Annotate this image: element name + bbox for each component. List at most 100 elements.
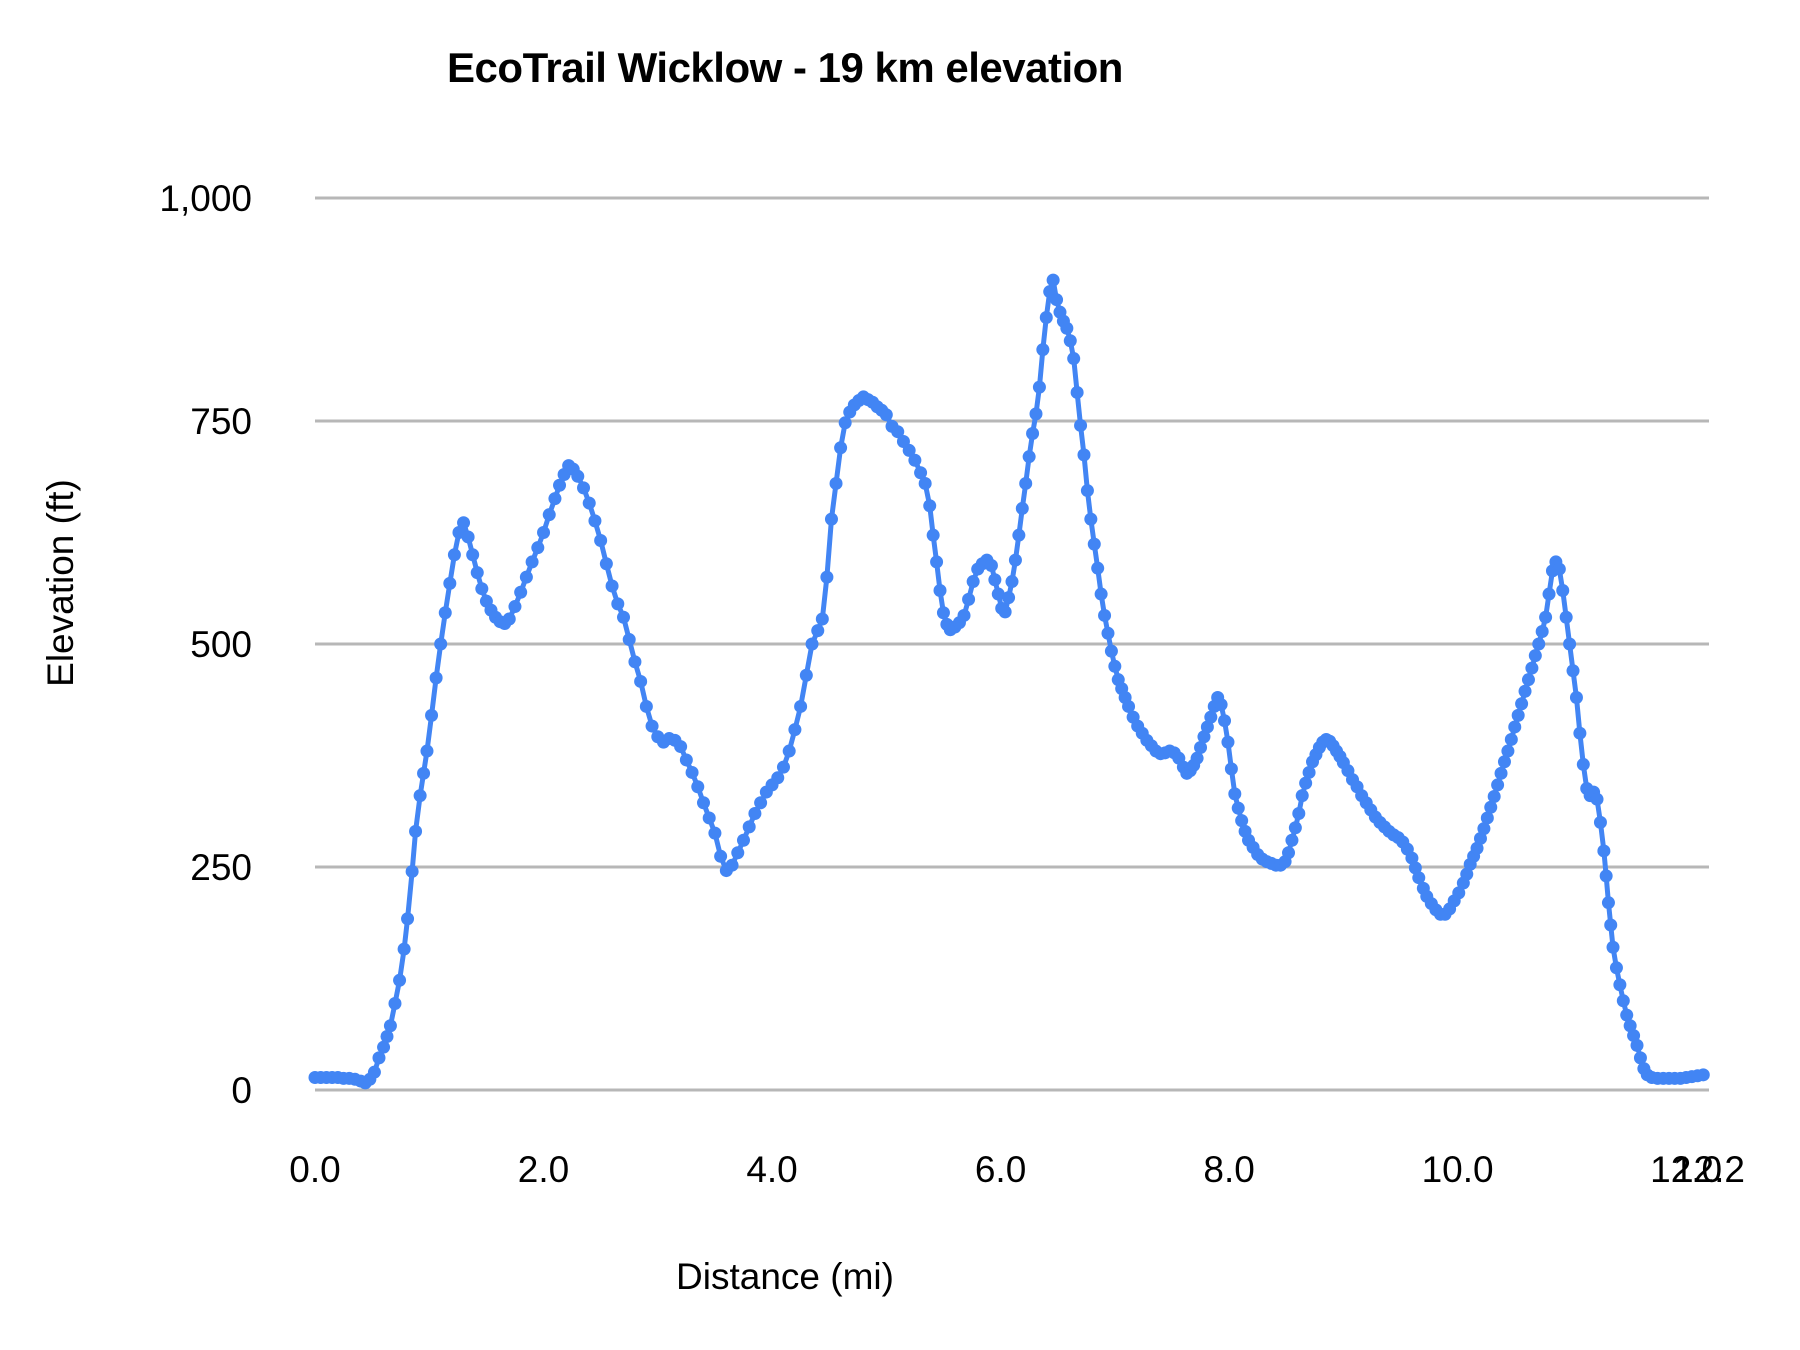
data-point-marker bbox=[466, 548, 480, 562]
data-point-marker bbox=[1484, 800, 1498, 814]
x-tick-label-6.0: 6.0 bbox=[975, 1149, 1026, 1190]
data-point-marker bbox=[1604, 918, 1618, 932]
x-tick-label-12.2: 12.2 bbox=[1673, 1149, 1745, 1190]
data-point-marker bbox=[531, 541, 545, 555]
data-point-marker bbox=[401, 912, 415, 926]
data-point-marker bbox=[679, 753, 693, 767]
data-point-marker bbox=[417, 766, 431, 780]
data-point-marker bbox=[1532, 637, 1546, 651]
data-point-marker bbox=[447, 548, 461, 562]
data-point-marker bbox=[548, 492, 562, 506]
data-point-marker bbox=[1046, 273, 1060, 287]
data-point-marker bbox=[1235, 814, 1249, 828]
x-tick-label-8.0: 8.0 bbox=[1203, 1149, 1254, 1190]
data-point-marker bbox=[1101, 626, 1115, 640]
data-point-marker bbox=[838, 416, 852, 430]
data-point-marker bbox=[696, 796, 710, 810]
data-point-marker bbox=[1487, 790, 1501, 804]
data-point-marker bbox=[588, 514, 602, 528]
data-point-marker bbox=[1412, 871, 1426, 885]
data-point-marker bbox=[1539, 610, 1553, 624]
data-point-marker bbox=[1292, 806, 1306, 820]
data-point-marker bbox=[1214, 698, 1228, 712]
data-point-marker bbox=[1515, 697, 1529, 711]
data-point-marker bbox=[1122, 699, 1136, 713]
data-point-marker bbox=[962, 592, 976, 606]
data-point-marker bbox=[1221, 735, 1235, 749]
data-point-marker bbox=[1288, 821, 1302, 835]
data-point-marker bbox=[1491, 778, 1505, 792]
data-point-marker bbox=[1302, 765, 1316, 779]
data-point-marker bbox=[380, 1029, 394, 1043]
data-point-marker bbox=[457, 516, 471, 530]
data-point-marker bbox=[736, 833, 750, 847]
data-point-marker bbox=[998, 605, 1012, 619]
data-point-marker bbox=[926, 528, 940, 542]
data-point-marker bbox=[820, 570, 834, 584]
data-point-marker bbox=[691, 780, 705, 794]
data-point-marker bbox=[1029, 407, 1043, 421]
data-point-marker bbox=[1060, 321, 1074, 335]
data-point-marker bbox=[1616, 994, 1630, 1008]
data-point-marker bbox=[1108, 659, 1122, 673]
data-point-marker bbox=[1508, 720, 1522, 734]
data-point-marker bbox=[388, 996, 402, 1010]
y-tick-label-1000: 1,000 bbox=[159, 178, 252, 219]
data-point-marker bbox=[731, 846, 745, 860]
data-point-marker bbox=[725, 858, 739, 872]
data-point-marker bbox=[611, 597, 625, 611]
data-point-marker bbox=[902, 443, 916, 457]
data-point-marker bbox=[1497, 755, 1511, 769]
data-point-marker bbox=[1008, 553, 1022, 567]
data-point-marker bbox=[519, 570, 533, 584]
data-point-marker bbox=[409, 824, 423, 838]
data-point-marker bbox=[908, 453, 922, 467]
data-point-marker bbox=[1460, 867, 1474, 881]
data-point-marker bbox=[1566, 664, 1580, 678]
data-point-marker bbox=[372, 1051, 386, 1065]
data-point-marker bbox=[742, 820, 756, 834]
data-point-marker bbox=[461, 530, 475, 544]
data-point-marker bbox=[1218, 714, 1232, 728]
data-point-marker bbox=[957, 608, 971, 622]
data-point-marker bbox=[930, 555, 944, 569]
data-point-marker bbox=[599, 557, 613, 571]
data-point-marker bbox=[1200, 720, 1214, 734]
data-point-marker bbox=[397, 942, 411, 956]
data-point-marker bbox=[936, 606, 950, 620]
data-point-marker bbox=[502, 612, 516, 626]
data-point-marker bbox=[748, 806, 762, 820]
data-point-marker bbox=[1590, 792, 1604, 806]
data-point-marker bbox=[674, 740, 688, 754]
data-point-marker bbox=[514, 585, 528, 599]
x-tick-label-10.0: 10.0 bbox=[1422, 1149, 1494, 1190]
data-point-marker bbox=[1194, 740, 1208, 754]
data-point-marker bbox=[914, 466, 928, 480]
data-point-marker bbox=[413, 789, 427, 803]
data-point-marker bbox=[1511, 708, 1525, 722]
data-point-marker bbox=[1597, 844, 1611, 858]
data-point-marker bbox=[571, 469, 585, 483]
data-point-marker bbox=[1224, 762, 1238, 776]
data-point-marker bbox=[933, 583, 947, 597]
data-point-marker bbox=[1039, 311, 1053, 325]
data-point-marker bbox=[617, 610, 631, 624]
data-point-marker bbox=[754, 796, 768, 810]
data-point-marker bbox=[1408, 861, 1422, 875]
data-point-marker bbox=[1613, 978, 1627, 992]
data-point-marker bbox=[1026, 426, 1040, 440]
data-point-marker bbox=[1094, 587, 1108, 601]
data-point-marker bbox=[577, 481, 591, 495]
data-point-marker bbox=[1077, 448, 1091, 462]
data-point-marker bbox=[1022, 450, 1036, 464]
data-point-marker bbox=[1036, 343, 1050, 357]
data-point-marker bbox=[639, 699, 653, 713]
x-axis-title: Distance (mi) bbox=[676, 1256, 894, 1297]
data-point-marker bbox=[829, 476, 843, 490]
data-point-marker bbox=[1623, 1019, 1637, 1033]
data-point-marker bbox=[475, 582, 489, 596]
data-point-marker bbox=[879, 408, 893, 422]
data-point-marker bbox=[393, 973, 407, 987]
data-point-marker bbox=[367, 1065, 381, 1079]
